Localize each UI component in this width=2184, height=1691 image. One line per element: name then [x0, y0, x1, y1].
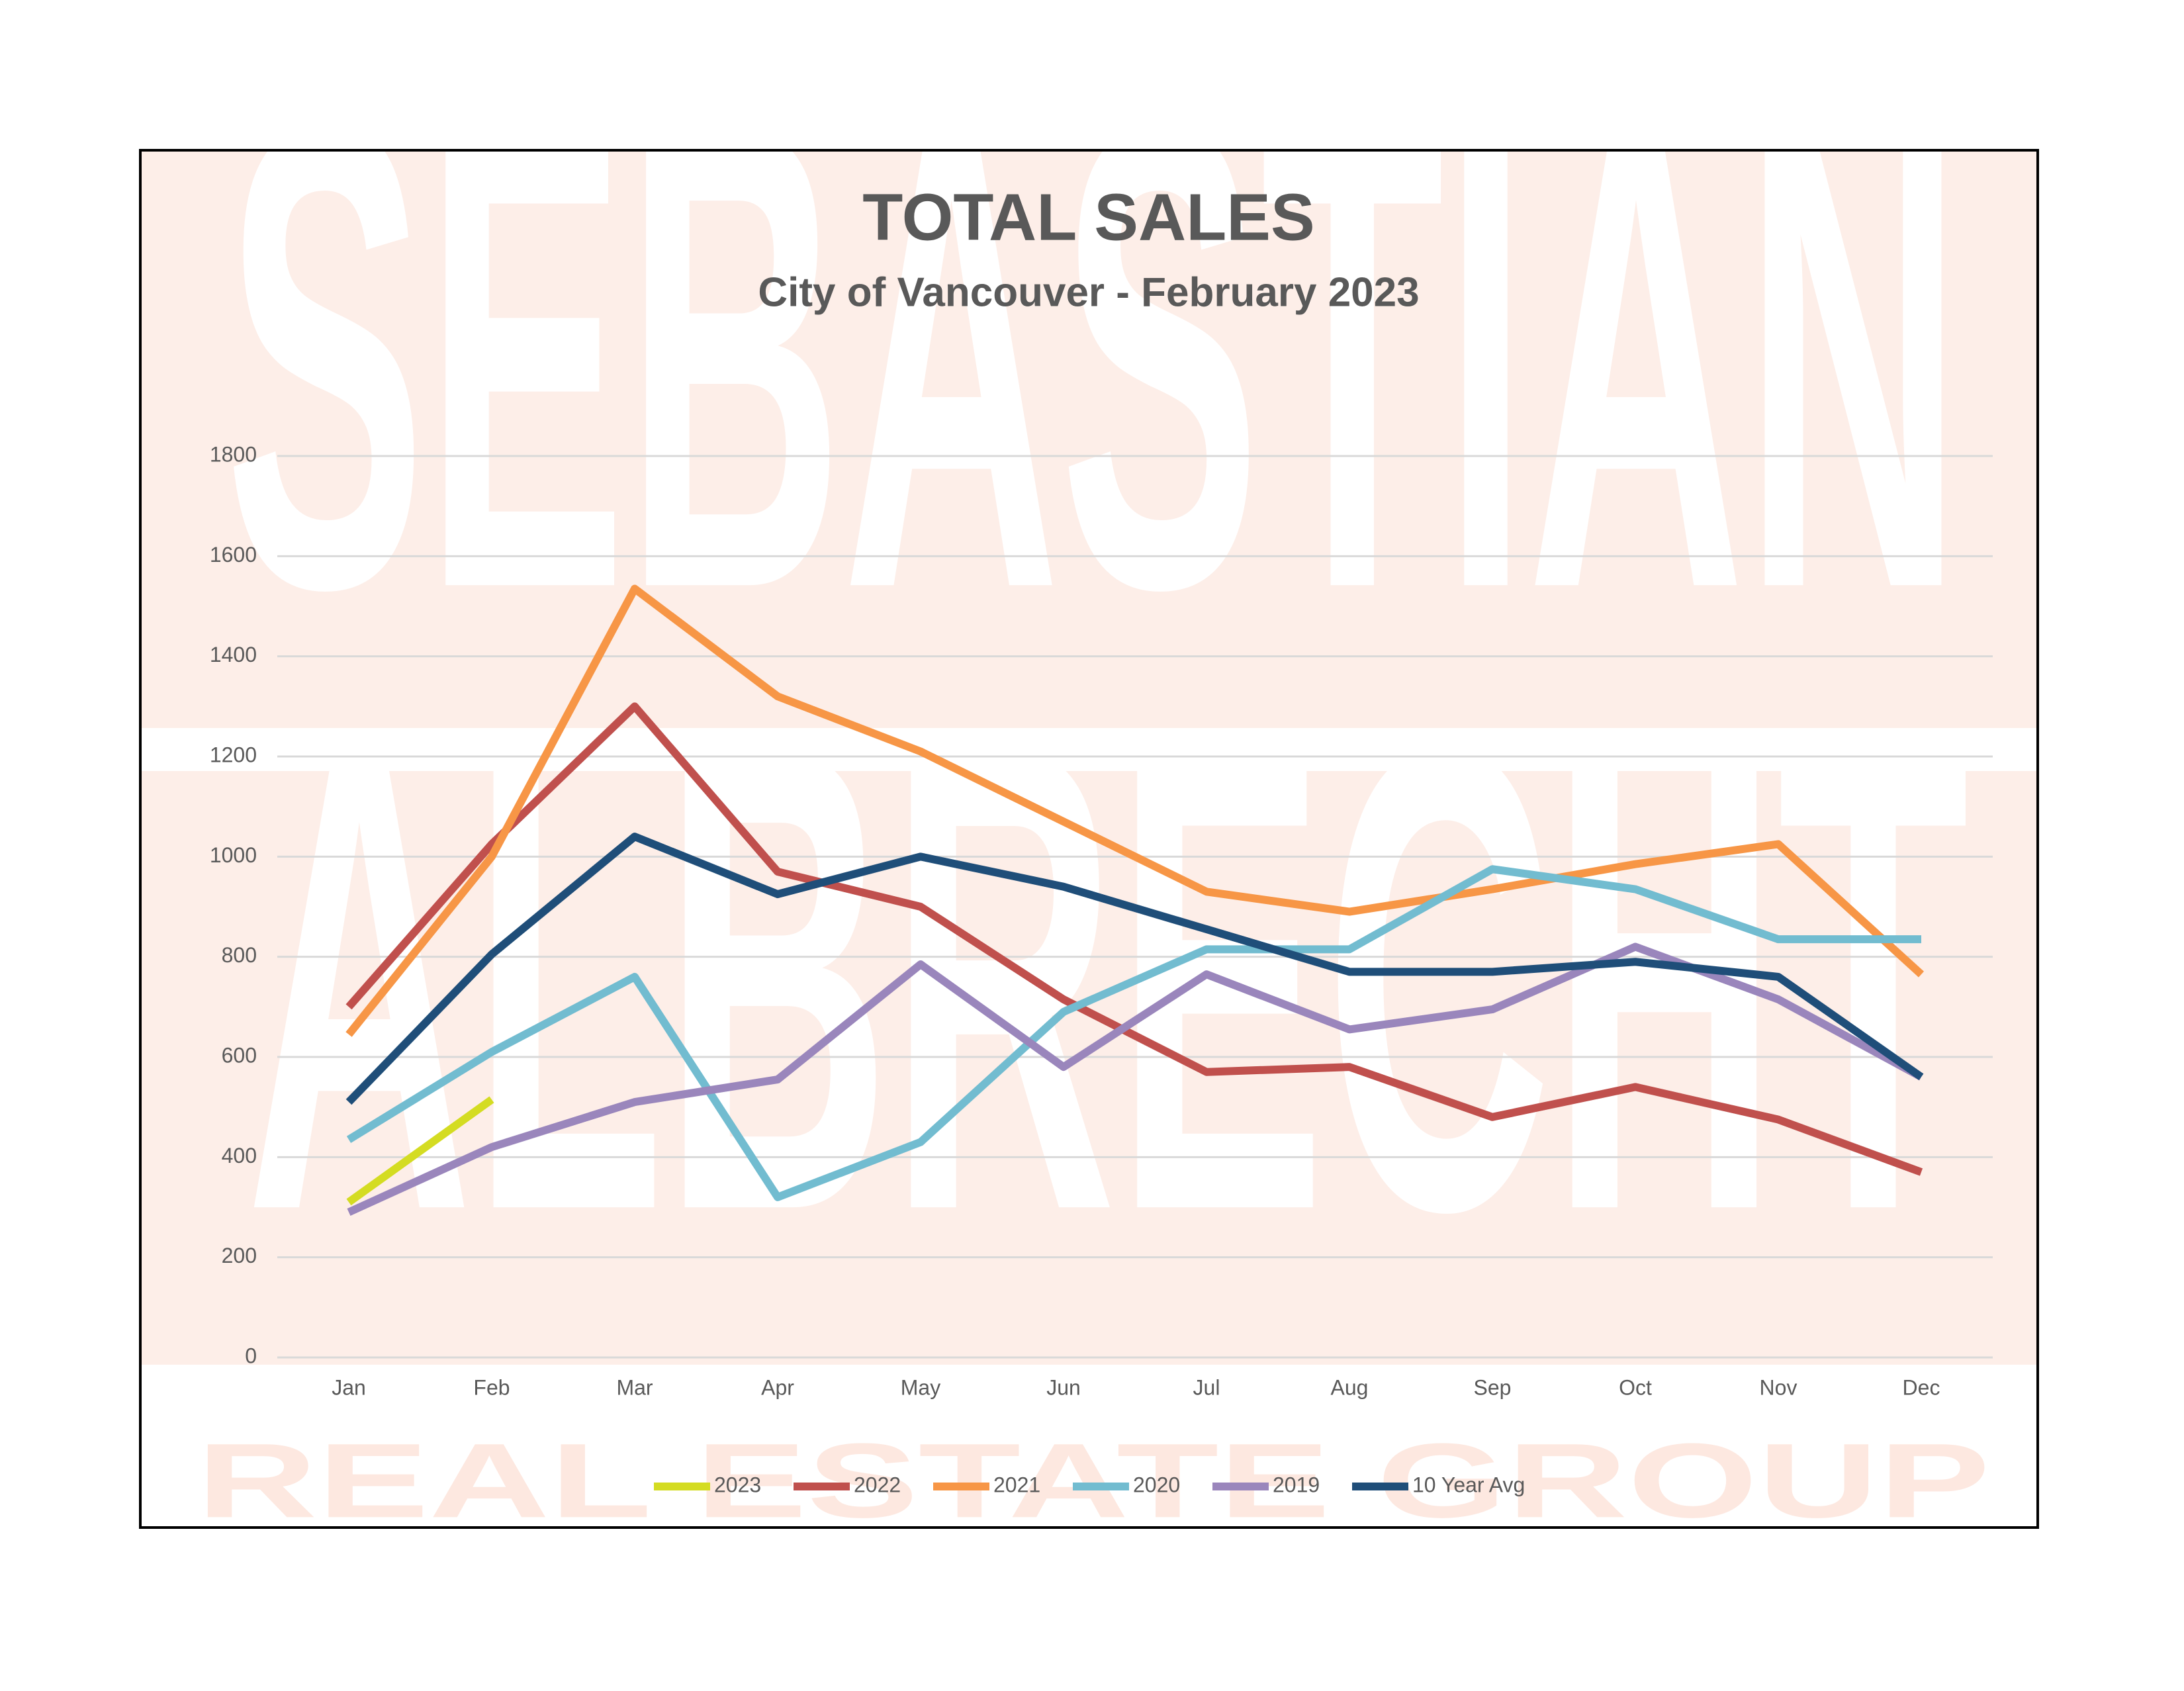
- background-band: [140, 728, 2038, 771]
- x-tick-label: Sep: [1474, 1375, 1512, 1399]
- legend-label: 2019: [1273, 1473, 1320, 1496]
- y-tick-label: 400: [222, 1144, 257, 1167]
- x-tick-label: Apr: [761, 1375, 794, 1399]
- x-tick-label: Feb: [473, 1375, 510, 1399]
- y-tick-label: 1000: [210, 843, 257, 867]
- chart-subtitle: City of Vancouver - February 2023: [758, 269, 1419, 315]
- watermark: ALBRECHT: [246, 608, 1969, 1348]
- x-tick-label: May: [901, 1375, 940, 1399]
- y-tick-label: 1400: [210, 643, 257, 666]
- watermark: REAL ESTATE GROUP: [197, 1421, 1990, 1539]
- legend-label: 2020: [1133, 1473, 1180, 1496]
- x-tick-label: Aug: [1331, 1375, 1369, 1399]
- y-tick-label: 200: [222, 1244, 257, 1267]
- series-line: [345, 833, 1924, 1105]
- y-tick-label: 1200: [210, 743, 257, 766]
- x-tick-label: Jul: [1193, 1375, 1220, 1399]
- y-tick-label: 1800: [210, 442, 257, 466]
- series-line: [345, 702, 1923, 1176]
- legend-label: 10 Year Avg: [1412, 1473, 1525, 1496]
- series-line: [347, 942, 1923, 1216]
- y-tick-label: 600: [222, 1043, 257, 1067]
- chart-border: [139, 149, 2039, 1529]
- x-tick-label: Jan: [332, 1375, 366, 1399]
- y-tick-label: 0: [245, 1344, 257, 1367]
- background: SEBASTIAN ALBRECHT REAL ESTATE GROUP: [140, 0, 2038, 1539]
- series-line: [346, 865, 1921, 1201]
- series-line: [345, 584, 1925, 1037]
- y-tick-label: 800: [222, 943, 257, 967]
- legend-label: 2023: [714, 1473, 761, 1496]
- x-tick-label: Mar: [616, 1375, 653, 1399]
- watermark: SEBASTIAN: [225, 0, 1962, 725]
- series-line: [346, 1096, 494, 1206]
- legend-label: 2021: [993, 1473, 1040, 1496]
- y-tick-label: 1600: [210, 543, 257, 567]
- x-tick-label: Nov: [1760, 1375, 1797, 1399]
- legend-label: 2022: [854, 1473, 901, 1496]
- x-tick-label: Dec: [1903, 1375, 1940, 1399]
- chart-title: TOTAL SALES: [862, 180, 1314, 254]
- x-tick-label: Jun: [1046, 1375, 1081, 1399]
- x-tick-label: Oct: [1619, 1375, 1652, 1399]
